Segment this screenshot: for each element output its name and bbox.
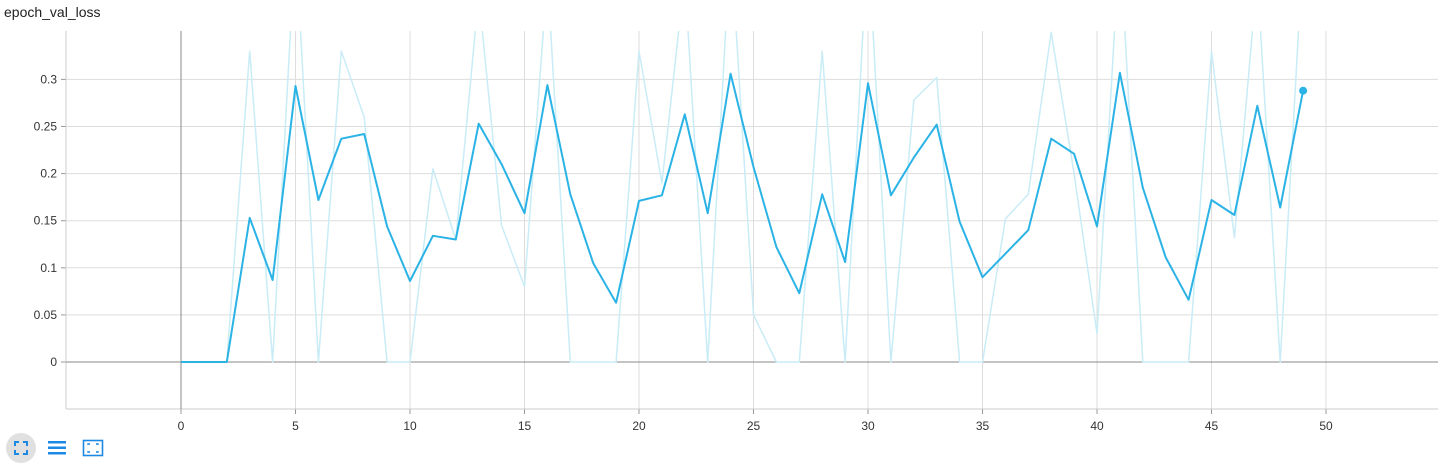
x-tick-label: 0 <box>178 419 185 430</box>
lines-icon <box>48 441 66 455</box>
line-chart[interactable]: 0 5 10 15 20 25 30 35 40 45 50 0 0.05 0.1 0.15 0.2 0.25 0… <box>0 0 1444 430</box>
y-tick-label: 0.2 <box>40 167 57 181</box>
y-tick-label: 0 <box>50 355 57 369</box>
expand-button[interactable] <box>6 433 36 463</box>
toggle-log-scale-button[interactable] <box>42 433 72 463</box>
x-tick-label: 15 <box>518 419 532 430</box>
y-tick-label: 0.05 <box>34 308 58 322</box>
x-tick-label: 50 <box>1319 419 1333 430</box>
x-tick-label: 20 <box>632 419 646 430</box>
chart-toolbar <box>6 433 108 463</box>
x-tick-label: 5 <box>292 419 299 430</box>
smoothed-series-line <box>181 71 1305 363</box>
y-tick-label: 0.1 <box>40 261 57 275</box>
expand-icon <box>14 441 28 455</box>
last-point-marker <box>1299 86 1308 95</box>
x-tick-label: 40 <box>1090 419 1104 430</box>
y-tick-label: 0.15 <box>34 214 58 228</box>
fit-domain-button[interactable] <box>78 433 108 463</box>
raw-series-line <box>181 31 1300 363</box>
series-area <box>181 31 1308 363</box>
x-tick-label: 35 <box>976 419 990 430</box>
fit-domain-icon <box>82 439 104 457</box>
x-tick-label: 30 <box>861 419 875 430</box>
tick-labels: 0 5 10 15 20 25 30 35 40 45 50 0 0.05 0.1 0.15 0.2 0.25 0… <box>34 72 1333 430</box>
x-tick-label: 25 <box>747 419 761 430</box>
axes <box>61 31 1438 414</box>
y-tick-label: 0.25 <box>34 120 58 134</box>
chart-title: epoch_val_loss <box>4 4 101 20</box>
y-tick-label: 0.3 <box>40 72 57 86</box>
x-tick-label: 10 <box>403 419 417 430</box>
x-tick-label: 45 <box>1205 419 1219 430</box>
